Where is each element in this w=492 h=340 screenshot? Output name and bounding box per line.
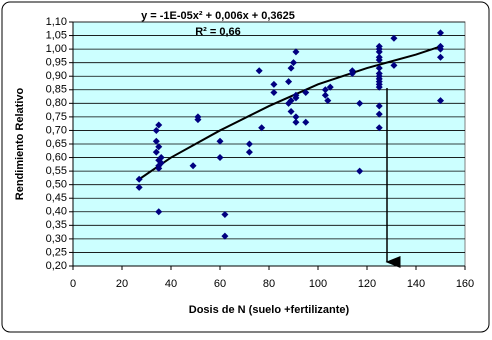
y-tick-label: 0,90 (46, 70, 67, 82)
data-point (152, 148, 160, 156)
data-point (216, 154, 224, 162)
y-tick-label: 0,70 (46, 124, 67, 136)
x-tick-label: 20 (116, 278, 128, 290)
y-tick-label: 0,65 (46, 138, 67, 150)
data-point (375, 124, 383, 132)
data-point (152, 126, 160, 134)
data-point (375, 64, 383, 72)
data-point (292, 113, 300, 121)
y-tick-label: 1,10 (46, 16, 67, 28)
x-tick-label: 100 (309, 278, 327, 290)
y-axis-title: Rendimiento Relativo (14, 87, 26, 200)
data-point (216, 137, 224, 145)
data-point (292, 94, 300, 102)
y-tick-label: 0,60 (46, 151, 67, 163)
y-tick-label: 0,40 (46, 206, 67, 218)
data-point (302, 118, 310, 126)
data-point (375, 83, 383, 91)
data-point (270, 80, 278, 88)
x-tick-label: 60 (214, 278, 226, 290)
y-tick-label: 0,45 (46, 192, 67, 204)
data-point (155, 121, 163, 129)
data-point (157, 159, 165, 167)
data-point (375, 48, 383, 56)
data-point (302, 88, 310, 96)
y-tick-label: 1,05 (46, 29, 67, 41)
data-point (255, 67, 263, 75)
y-tick-label: 1,00 (46, 43, 67, 55)
y-tick-label: 0,35 (46, 219, 67, 231)
data-point (437, 45, 444, 53)
data-point (375, 56, 383, 64)
plot-area: 0,20 0,250,30 0,350,40 0,450,50 0,55 0,600,65… (46, 16, 475, 290)
data-point (437, 53, 444, 61)
x-tick-label: 40 (165, 278, 177, 290)
data-point (287, 107, 295, 115)
data-point (287, 97, 295, 105)
x-axis-title: Dosis de N (suelo +fertilizante) (189, 304, 350, 316)
y-tick-label: 0,75 (46, 111, 67, 123)
data-point (285, 78, 293, 86)
x-tick-label: 160 (456, 278, 474, 290)
y-tick-label: 0,25 (46, 246, 67, 258)
y-tick-label: 0,55 (46, 165, 67, 177)
data-point (157, 154, 165, 162)
data-point (221, 232, 229, 240)
y-tick-label: 0,20 (46, 260, 67, 272)
data-point (356, 99, 364, 107)
x-tick-label: 140 (407, 278, 425, 290)
data-point (324, 97, 332, 105)
data-point (390, 61, 398, 69)
y-tick-label: 0,95 (46, 57, 67, 69)
data-point (287, 64, 295, 72)
data-point (155, 143, 163, 151)
data-point (437, 97, 444, 105)
data-point (189, 162, 197, 170)
data-point (290, 59, 297, 67)
data-point (135, 183, 143, 191)
data-point (221, 210, 229, 218)
data-point (155, 208, 163, 216)
equation: y = -1E-05x² + 0,006x + 0,3625 (141, 10, 295, 22)
data-point (245, 140, 253, 148)
y-tick-label: 0,30 (46, 233, 67, 245)
x-tick-label: 120 (358, 278, 376, 290)
data-point (390, 34, 398, 42)
data-point (326, 83, 334, 91)
data-point (292, 118, 300, 126)
y-tick-label: 0,85 (46, 84, 67, 96)
data-point (348, 70, 356, 78)
data-point (356, 167, 364, 175)
data-point (375, 110, 383, 118)
data-point (321, 91, 329, 99)
data-point (321, 86, 329, 94)
data-point (437, 29, 444, 37)
x-tick-label: 0 (70, 278, 76, 290)
data-point (270, 88, 278, 96)
y-tick-label: 0,80 (46, 97, 67, 109)
y-tick-label: 0,50 (46, 179, 67, 191)
data-point (135, 175, 143, 183)
data-point (375, 102, 383, 110)
data-point (194, 116, 202, 124)
data-point (258, 124, 266, 132)
data-point (152, 137, 160, 145)
data-point (292, 48, 300, 56)
data-point (245, 148, 253, 156)
r-squared: R² = 0,66 (195, 26, 241, 38)
x-tick-label: 80 (263, 278, 275, 290)
